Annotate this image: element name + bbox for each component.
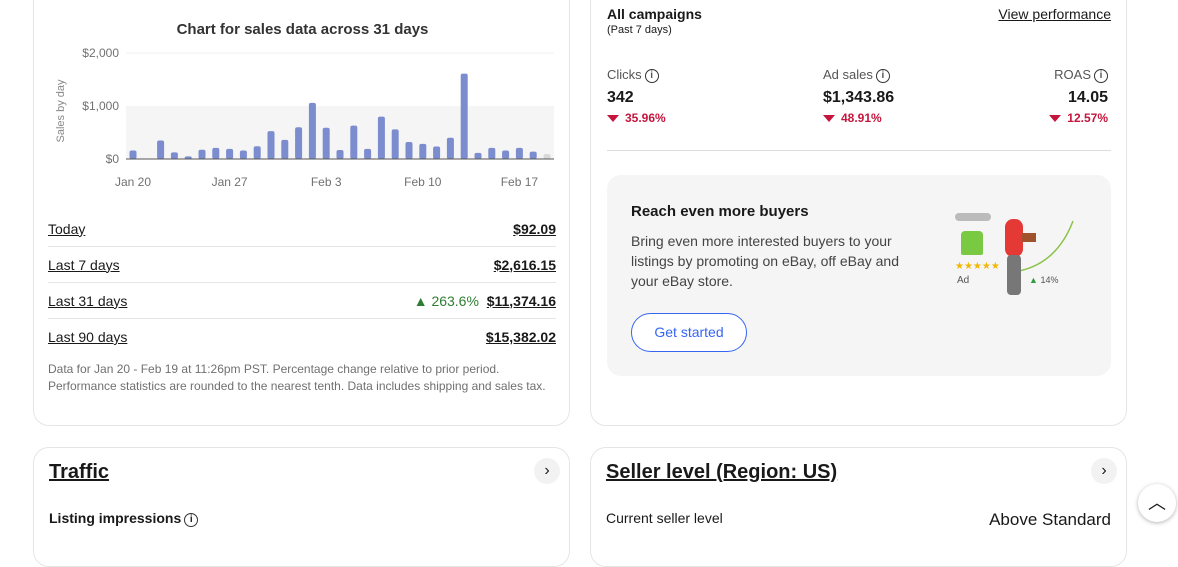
x-tick-label: Feb 10 <box>404 175 442 189</box>
seller-level-card: Seller level (Region: US) › Current sell… <box>590 447 1127 567</box>
bar-feb-12 <box>446 137 454 159</box>
sales-row-31[interactable]: Last 31 days ▲ 263.6% $11,374.16 <box>48 283 556 319</box>
bar-jan-30 <box>267 131 275 159</box>
current-seller-level-value: Above Standard <box>989 510 1111 529</box>
bar-jan-20 <box>129 150 137 159</box>
sales-row-90[interactable]: Last 90 days $15,382.02 <box>48 319 556 355</box>
bar-feb-6 <box>364 148 372 159</box>
bar-feb-7 <box>377 116 385 159</box>
promo-title: Reach even more buyers <box>631 203 809 220</box>
sales-card: Chart for sales data across 31 days $0 $1… <box>33 0 570 426</box>
bar-feb-19 <box>543 154 551 159</box>
x-tick-label: Feb 3 <box>311 175 342 189</box>
sales-row-today[interactable]: Today $92.09 <box>48 211 556 247</box>
x-tick-label: Feb 17 <box>501 175 539 189</box>
bar-feb-16 <box>502 150 510 159</box>
bar-jan-22 <box>157 140 165 159</box>
row-value[interactable]: $15,382.02 <box>485 329 556 345</box>
listing-impressions-label: Listing impressions i <box>49 510 199 527</box>
row-label[interactable]: Today <box>48 220 86 237</box>
bar-feb-5 <box>350 125 358 159</box>
skate-icon <box>961 231 983 255</box>
bar-jan-23 <box>170 152 178 159</box>
row-label[interactable]: Last 7 days <box>48 256 120 273</box>
row-label[interactable]: Last 90 days <box>48 329 128 345</box>
metric-clicks: Clicks i 342 35.96% <box>607 67 666 125</box>
bar-feb-9 <box>405 142 413 159</box>
info-icon[interactable]: i <box>644 69 659 83</box>
bar-jan-31 <box>281 139 289 159</box>
promo-body: Bring even more interested buyers to you… <box>631 233 899 289</box>
promo-panel: Reach even more buyers Bring even more i… <box>607 175 1111 376</box>
bar-feb-14 <box>474 152 482 159</box>
info-icon[interactable]: i <box>184 513 199 527</box>
bar-jan-24 <box>184 156 192 159</box>
y-tick-label: $1,000 <box>82 99 119 113</box>
bar-jan-26 <box>212 147 220 159</box>
bar-feb-18 <box>529 151 537 159</box>
bar-feb-11 <box>433 146 441 159</box>
bar-jan-27 <box>226 148 234 159</box>
seller-level-title[interactable]: Seller level (Region: US) <box>606 461 838 483</box>
scroll-to-top-button[interactable]: ︿ <box>1138 484 1176 522</box>
y-tick-label: $2,000 <box>82 46 119 60</box>
row-value[interactable]: $11,374.16 <box>486 292 556 309</box>
bar-jan-29 <box>253 146 261 159</box>
bar-feb-15 <box>488 147 496 159</box>
metric-roas: ROAS i 14.05 12.57% <box>1049 67 1108 125</box>
promo-illustration: ★★★★★ Ad ▲ 14% <box>947 203 1087 313</box>
bar-jan-28 <box>239 150 247 159</box>
traffic-card: Traffic › Listing impressions i <box>33 447 570 567</box>
sales-chart: $0 $1,000 $2,000 Jan 20 Jan 27 Feb 3 Feb 10 Feb… <box>55 46 554 201</box>
campaigns-card: All campaigns (Past 7 days) View perform… <box>590 0 1127 426</box>
y-tick-label: $0 <box>106 152 120 166</box>
campaigns-title: All campaigns <box>607 6 702 22</box>
bar-feb-17 <box>515 147 523 159</box>
bar-feb-1 <box>295 127 303 159</box>
bar-feb-3 <box>322 127 330 159</box>
bar-feb-8 <box>391 129 399 159</box>
y-axis-label: Sales by day <box>55 79 67 142</box>
info-icon[interactable]: i <box>1094 69 1108 83</box>
x-tick-label: Jan 20 <box>115 175 151 189</box>
bar-feb-10 <box>419 143 427 159</box>
metric-ad-sales: Ad sales i $1,343.86 48.91% <box>823 67 895 125</box>
bar-feb-13 <box>460 73 468 159</box>
change-up: ▲ 263.6% <box>413 292 479 309</box>
chevron-right-icon[interactable]: › <box>1091 458 1117 484</box>
row-label[interactable]: Last 31 days <box>48 292 128 309</box>
row-value[interactable]: $2,616.15 <box>493 256 556 273</box>
view-performance-link[interactable]: View performance <box>998 6 1111 22</box>
bar-feb-4 <box>336 149 344 159</box>
chevron-right-icon[interactable]: › <box>534 458 560 484</box>
campaigns-period: (Past 7 days) <box>607 24 672 36</box>
current-seller-level-label: Current seller level <box>606 510 723 526</box>
bar-jan-25 <box>198 149 206 159</box>
info-icon[interactable]: i <box>875 69 890 83</box>
x-axis-label: Month <box>323 199 356 201</box>
bar-feb-2 <box>308 102 316 159</box>
x-tick-label: Jan 27 <box>212 175 248 189</box>
get-started-button[interactable]: Get started <box>631 313 747 352</box>
chart-title: Chart for sales data across 31 days <box>176 21 429 38</box>
row-value[interactable]: $92.09 <box>513 220 556 237</box>
divider <box>607 150 1111 151</box>
sales-row-7[interactable]: Last 7 days $2,616.15 <box>48 247 556 283</box>
traffic-title[interactable]: Traffic <box>49 461 110 483</box>
person-figure <box>1005 219 1023 257</box>
sales-note: Data for Jan 20 - Feb 19 at 11:26pm PST.… <box>48 362 546 393</box>
